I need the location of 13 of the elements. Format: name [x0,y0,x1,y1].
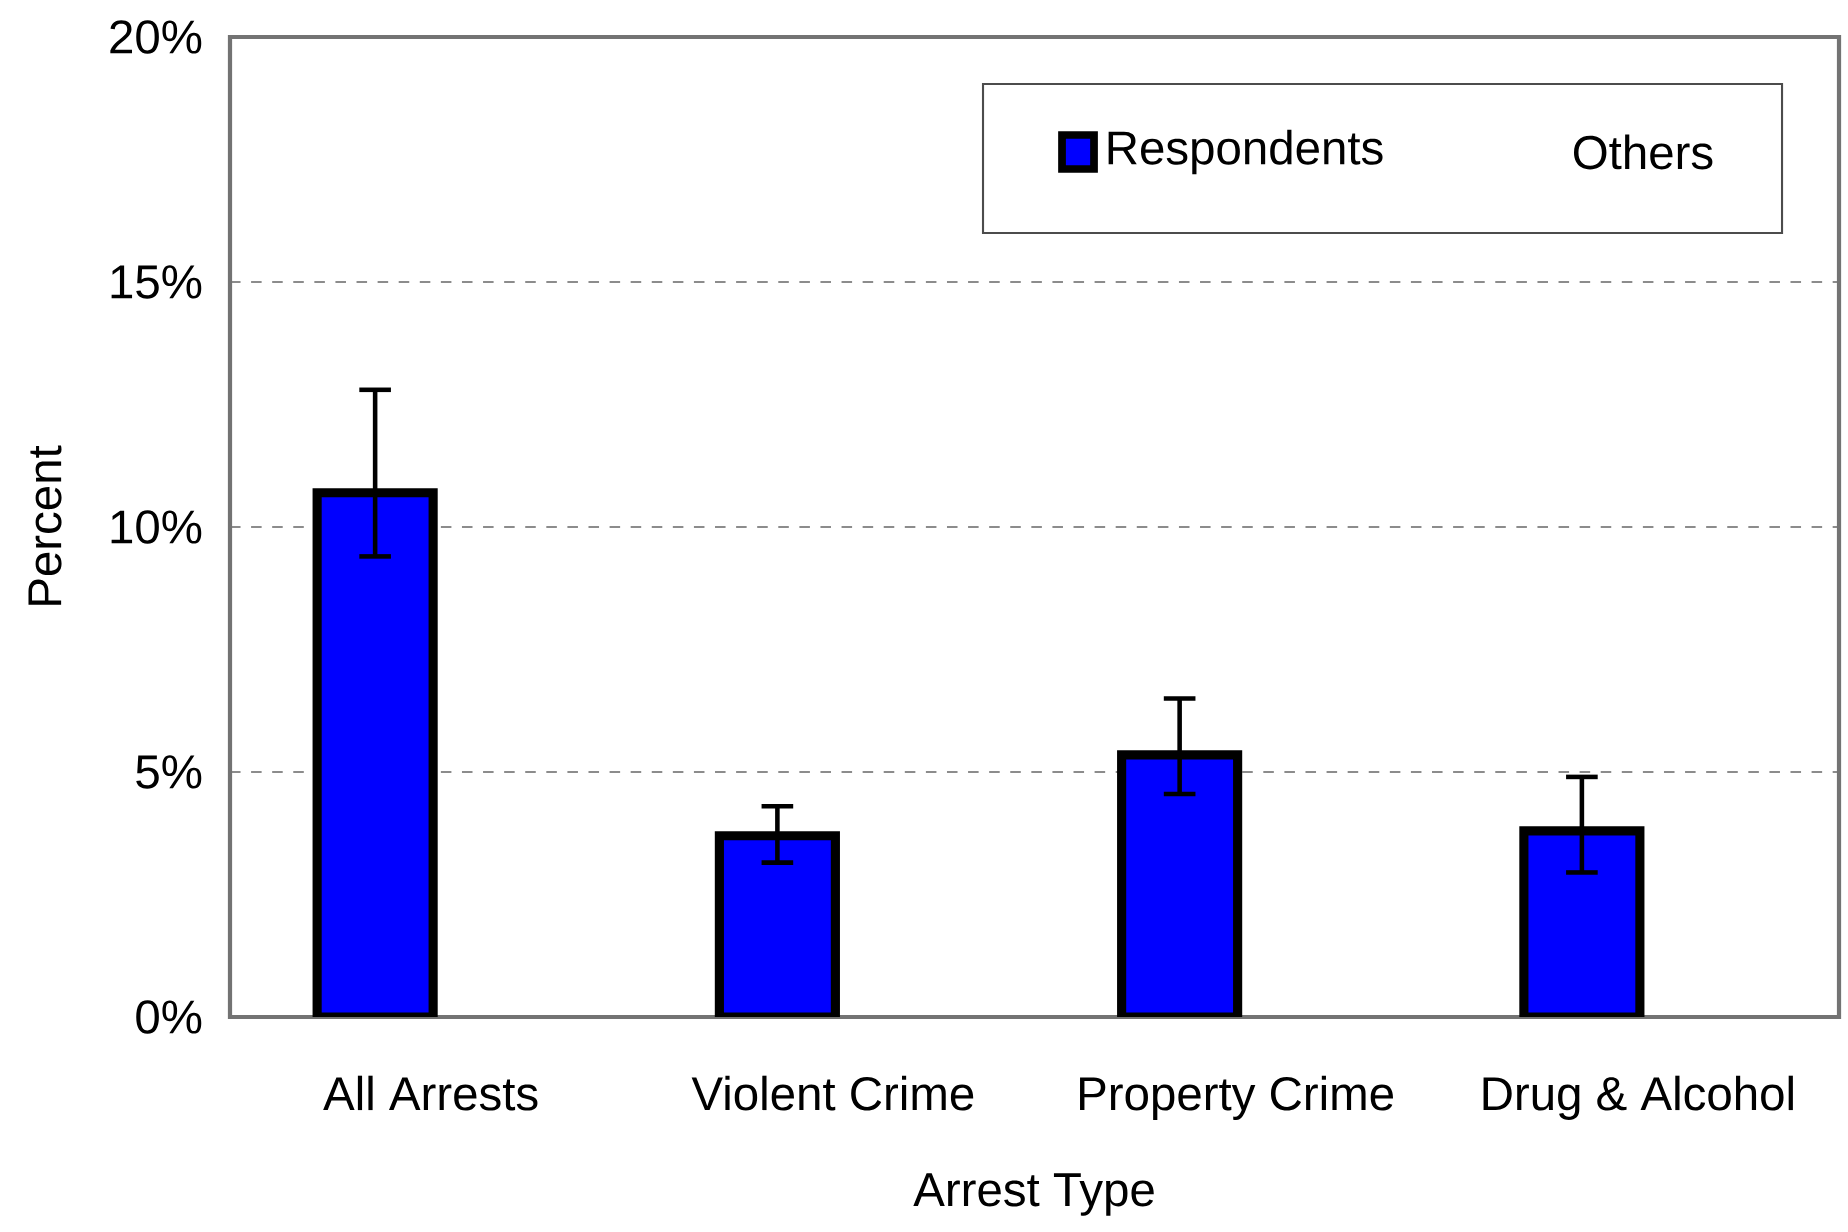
y-tick-label: 20% [110,20,202,54]
x-tick-label: All Arrests [323,1075,538,1111]
x-tick-label: Violent Crime [691,1075,974,1111]
x-tick-label: Property Crime [1080,1075,1393,1121]
x-axis-title: Arrest Type [913,1173,1154,1217]
y-tick-label: 5% [136,755,202,789]
text: Others [1573,134,1713,170]
y-tick-label: 10% [111,510,202,544]
y-axis-title: Percent [28,445,62,606]
legend-label: Respondents [1108,130,1383,175]
x-tick-label: Drug & Alcohol [1483,1075,1793,1121]
y-tick-label: 0% [136,1000,202,1034]
y-tick-label: 15% [111,265,202,299]
